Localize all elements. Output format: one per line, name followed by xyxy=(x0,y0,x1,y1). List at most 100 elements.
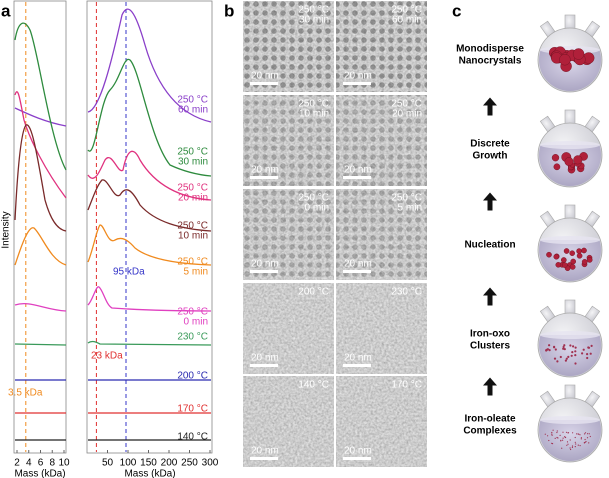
stage-label: Discrete xyxy=(470,139,510,150)
flask xyxy=(538,205,602,285)
x-tick-label: 8 xyxy=(49,458,55,469)
stage-label: Nanocrystals xyxy=(459,56,522,67)
condition-label: 30 min xyxy=(299,15,329,26)
particle-texture xyxy=(336,1,427,92)
trace-label: 20 min xyxy=(178,193,208,204)
tem-image xyxy=(243,283,334,374)
scale-bar-label: 20 nm xyxy=(344,165,372,176)
scale-bar xyxy=(343,270,371,273)
particle-texture xyxy=(336,189,427,280)
scale-bar-label: 20 nm xyxy=(344,446,372,457)
particle-texture xyxy=(243,95,334,186)
condition-label: 200 °C xyxy=(298,287,329,298)
x-tick-label: 250 xyxy=(181,458,198,469)
scale-bar xyxy=(343,457,371,460)
x-tick-label: 2 xyxy=(14,458,20,469)
scale-bar xyxy=(250,457,278,460)
arrow xyxy=(483,192,497,211)
x-tick-label: 10 xyxy=(58,458,70,469)
flask xyxy=(538,110,602,190)
annotation: 23 kDa xyxy=(91,351,123,362)
scale-bar-label: 20 nm xyxy=(344,353,372,364)
annotation: 3.5 kDa xyxy=(8,388,43,399)
tem-image xyxy=(336,283,427,374)
stage-label: Clusters xyxy=(470,341,510,352)
condition-label: 250 °C xyxy=(298,193,329,204)
stage-label: Monodisperse xyxy=(456,44,524,55)
particle-texture xyxy=(243,189,334,280)
flask xyxy=(538,385,602,465)
scale-bar xyxy=(343,176,371,179)
arrow xyxy=(483,97,497,116)
scale-bar-label: 20 nm xyxy=(251,353,279,364)
spectra xyxy=(14,8,212,441)
trace-label: 200 °C xyxy=(177,371,208,382)
plot-frame xyxy=(86,0,213,454)
panel-label: a xyxy=(1,1,11,20)
panel-label: c xyxy=(452,1,461,20)
x-tick-label: 300 xyxy=(202,458,219,469)
trace-label: 250 °C xyxy=(177,307,208,318)
stage-label: Complexes xyxy=(463,426,517,437)
scale-bar-label: 20 nm xyxy=(344,71,372,82)
condition-label: 250 °C xyxy=(298,99,329,110)
tem-image xyxy=(243,376,334,467)
scale-bar-label: 20 nm xyxy=(251,259,279,270)
condition-label: 170 °C xyxy=(391,380,422,391)
condition-label: 0 min xyxy=(305,203,329,214)
scale-bar-label: 20 nm xyxy=(251,446,279,457)
x-tick-label: 150 xyxy=(140,458,157,469)
x-tick-label: 200 xyxy=(161,458,178,469)
y-axis-label: Intensity xyxy=(1,211,12,248)
arrow xyxy=(483,287,497,306)
stage-label: Nucleation xyxy=(464,240,515,251)
condition-label: 10 min xyxy=(299,109,329,120)
x-tick-label: 50 xyxy=(102,458,114,469)
trace-label: 250 °C xyxy=(177,147,208,158)
flask xyxy=(538,15,602,95)
stage-label: Iron-oxo xyxy=(470,329,510,340)
trace-label: 5 min xyxy=(184,267,208,278)
scale-bar xyxy=(343,82,371,85)
scale-bar xyxy=(250,82,278,85)
panel-a: a Intensity Mass (kDa) Mass (kDa) 3.5 kD… xyxy=(1,0,219,478)
scale-bar-label: 20 nm xyxy=(251,165,279,176)
tem-image xyxy=(336,376,427,467)
trace-label: 10 min xyxy=(178,231,208,242)
scale-bar-label: 20 nm xyxy=(344,259,372,270)
scale-bar xyxy=(250,176,278,179)
flask xyxy=(538,300,602,380)
trace-label: 140 °C xyxy=(177,432,208,443)
trace-label: 250 °C xyxy=(177,221,208,232)
scale-bar xyxy=(250,270,278,273)
condition-label: 230 °C xyxy=(391,287,422,298)
condition-label: 140 °C xyxy=(298,380,329,391)
scale-bar-label: 20 nm xyxy=(251,71,279,82)
arrow xyxy=(483,377,497,396)
x-axis-label: Mass (kDa) xyxy=(14,469,65,478)
stage-label: Growth xyxy=(473,151,508,162)
trace-label: 30 min xyxy=(178,157,208,168)
x-tick-label: 100 xyxy=(120,458,137,469)
trace-label: 60 min xyxy=(178,105,208,116)
trace-label: 250 °C xyxy=(177,183,208,194)
x-tick-label: 4 xyxy=(26,458,32,469)
trace-label: 0 min xyxy=(184,317,208,328)
trace-label: 170 °C xyxy=(177,404,208,415)
condition-label: 250 °C xyxy=(298,5,329,16)
condition-label: 250 °C xyxy=(391,99,422,110)
particle-texture xyxy=(243,1,334,92)
x-axis-label: Mass (kDa) xyxy=(124,469,175,478)
scale-bar xyxy=(250,364,278,367)
panel-label: b xyxy=(224,1,234,20)
trace-label: 250 °C xyxy=(177,257,208,268)
condition-label: 20 min xyxy=(392,109,422,120)
condition-label: 5 min xyxy=(398,203,422,214)
condition-label: 60 min xyxy=(392,15,422,26)
trace-label: 230 °C xyxy=(177,332,208,343)
